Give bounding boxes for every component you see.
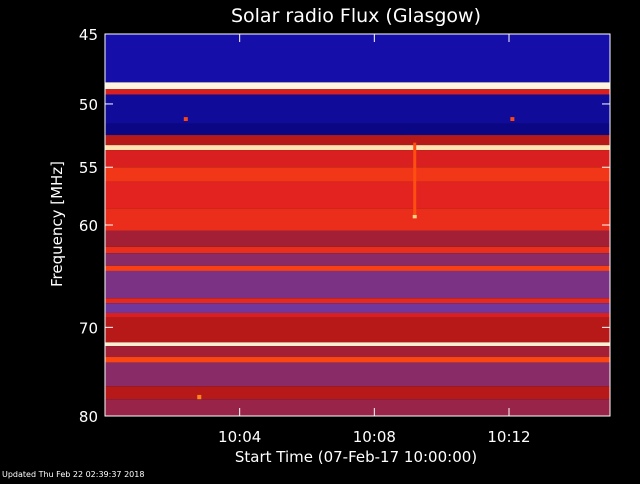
y-tick-label: 55	[79, 159, 98, 177]
frequency-band	[105, 253, 610, 266]
axes: 45 50 55 60 70 80 10:04 10:08 10:12	[79, 26, 611, 446]
frequency-band	[105, 145, 610, 151]
frequency-band	[105, 123, 610, 136]
y-tick-label: 50	[79, 96, 98, 114]
chart-title: Solar radio Flux (Glasgow)	[231, 5, 481, 27]
frequency-band	[105, 167, 610, 182]
frequency-band	[105, 230, 610, 247]
frequency-band	[105, 270, 610, 299]
y-tick-label: 70	[79, 319, 98, 337]
frequency-band	[105, 94, 610, 124]
frequency-band	[105, 362, 610, 387]
frequency-band	[105, 346, 610, 358]
x-tick-label: 10:04	[218, 428, 261, 446]
frequency-band	[105, 386, 610, 400]
y-tick-label: 80	[79, 408, 98, 426]
radio-burst	[413, 142, 417, 219]
y-tick-label: 60	[79, 217, 98, 235]
burst-spot	[183, 117, 188, 121]
frequency-band	[105, 246, 610, 254]
x-tick-label: 10:12	[487, 428, 530, 446]
y-axis-label: Frequency [MHz]	[48, 161, 66, 287]
burst-spot	[412, 214, 417, 219]
frequency-band	[105, 317, 610, 343]
frequency-band	[105, 89, 610, 95]
frequency-band	[105, 82, 610, 90]
burst-spot	[510, 117, 515, 121]
frequency-band	[105, 312, 610, 318]
burst-spot	[197, 394, 202, 400]
x-axis-label: Start Time (07-Feb-17 10:00:00)	[235, 448, 477, 466]
burst-features	[183, 117, 515, 400]
frequency-band	[105, 298, 610, 304]
footer-updated-text: Updated Thu Feb 22 02:39:37 2018	[2, 470, 144, 479]
frequency-band	[105, 303, 610, 313]
frequency-band	[105, 135, 610, 146]
frequency-band	[105, 342, 610, 347]
heatmap-layer	[105, 34, 610, 416]
frequency-band	[105, 399, 610, 416]
frequency-band	[105, 34, 610, 83]
y-tick-label: 45	[79, 26, 98, 44]
x-tick-label: 10:08	[353, 428, 396, 446]
frequency-band	[105, 150, 610, 168]
frequency-band	[105, 265, 610, 271]
frequency-band	[105, 357, 610, 363]
frequency-band	[105, 208, 610, 231]
frequency-band	[105, 181, 610, 209]
